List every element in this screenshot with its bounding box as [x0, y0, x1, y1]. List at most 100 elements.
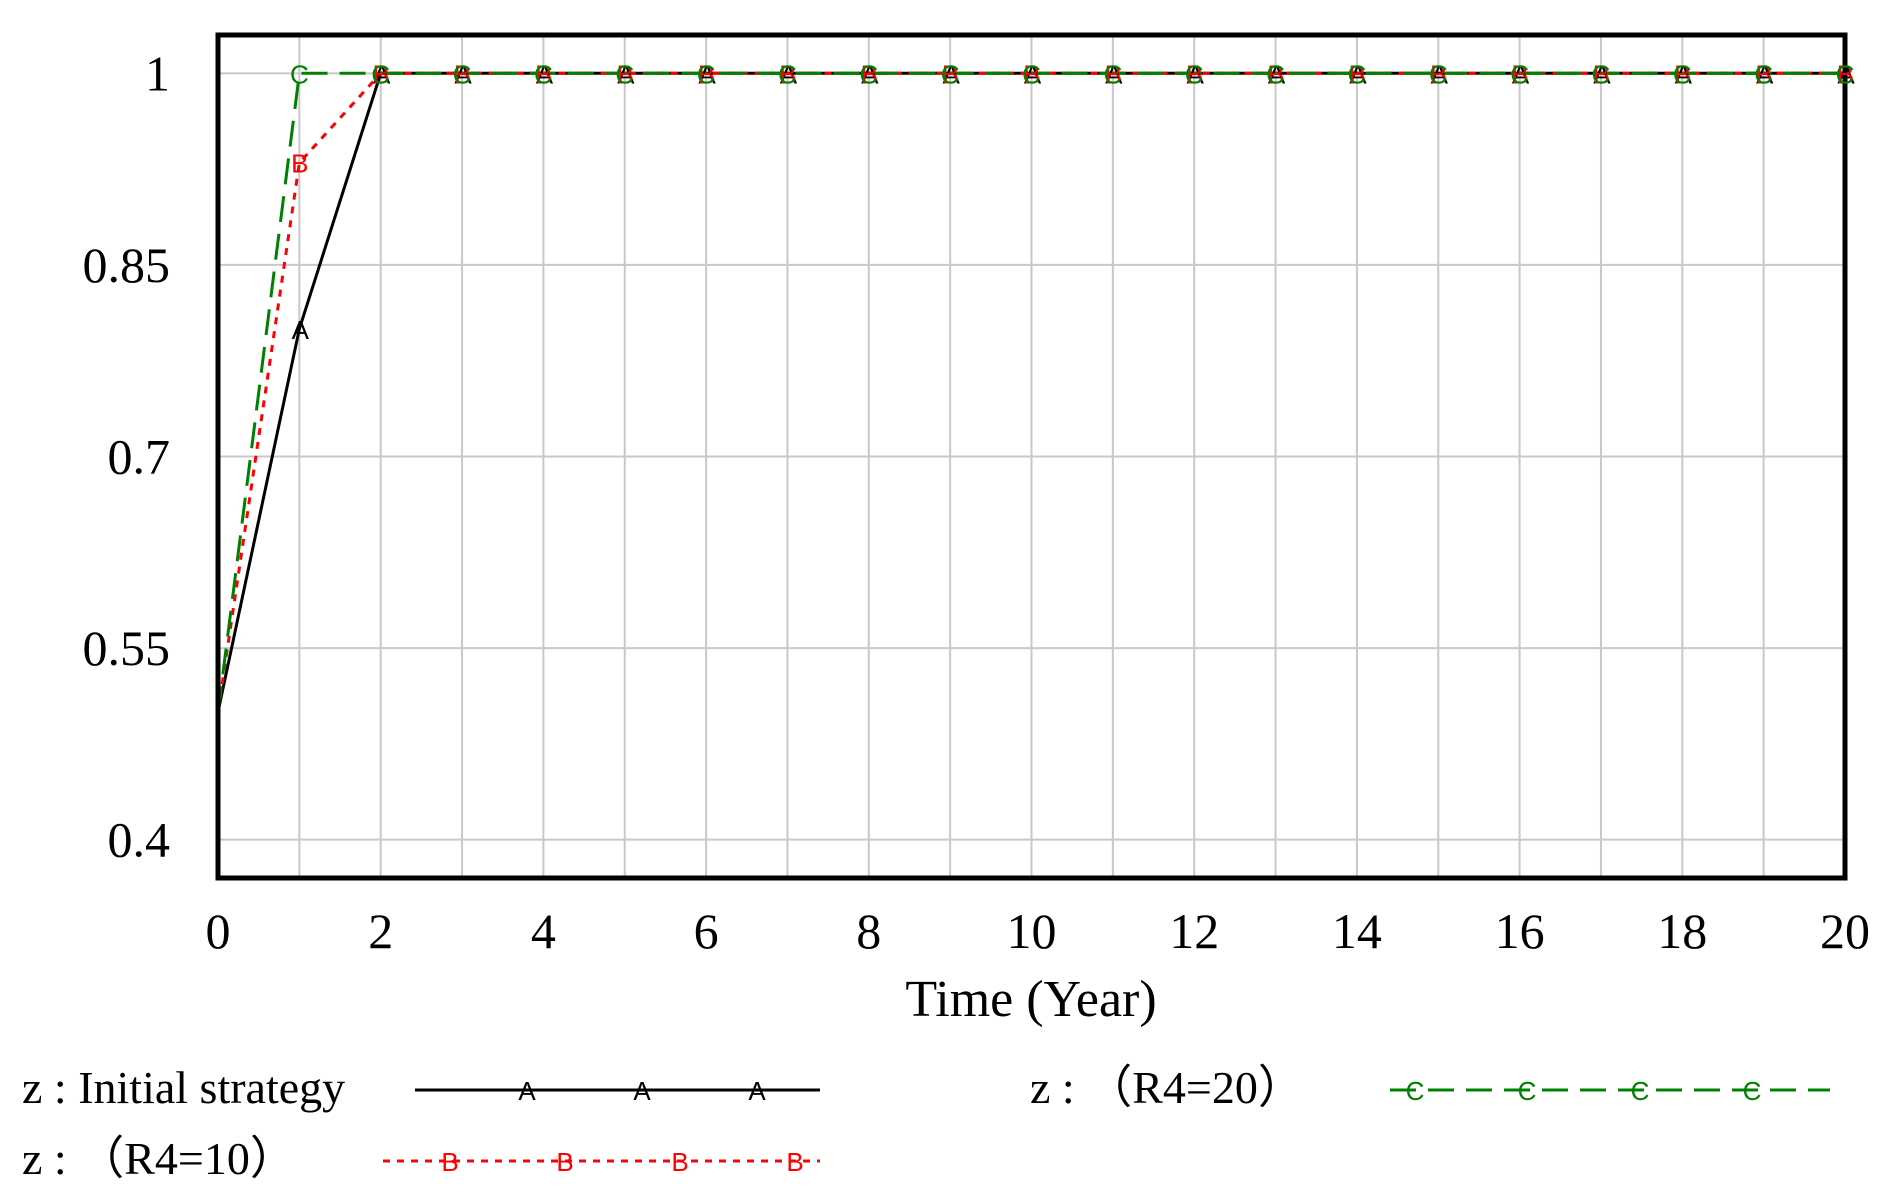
x-tick-label: 20: [1820, 903, 1870, 959]
series-marker-B: B: [1105, 59, 1122, 89]
series-marker-C: C: [534, 59, 553, 89]
series-marker-C: C: [453, 59, 472, 89]
series-marker-A: A: [698, 59, 716, 89]
series-marker-A: A: [1512, 59, 1530, 89]
legend-swatch-marker: B: [441, 1147, 458, 1177]
x-axis-ticks: 0 2 4 6 8 10 12 14 16 18 20: [206, 903, 1871, 959]
y-tick-label: 0.7: [108, 429, 171, 485]
legend-swatch-marker: A: [633, 1076, 651, 1106]
series-marker-B: B: [1349, 59, 1366, 89]
x-tick-label: 12: [1169, 903, 1219, 959]
series-marker-C: C: [859, 59, 878, 89]
series-marker-B: B: [1511, 59, 1528, 89]
series-marker-B: B: [454, 59, 471, 89]
series-marker-A: A: [942, 59, 960, 89]
series-marker-A: A: [861, 59, 879, 89]
x-tick-label: 2: [368, 903, 393, 959]
series-marker-B: B: [1837, 59, 1854, 89]
series-marker-A: A: [1675, 59, 1693, 89]
series-marker-A: A: [454, 59, 472, 89]
series-marker-C: C: [1266, 59, 1285, 89]
series-marker-B: B: [1593, 59, 1610, 89]
legend-swatch-marker: B: [671, 1147, 688, 1177]
series-marker-B: B: [372, 59, 389, 89]
legend-swatch-marker: C: [1406, 1076, 1425, 1106]
series-line-B: [216, 71, 1845, 713]
series-marker-A: A: [536, 59, 554, 89]
legend-swatch-marker: B: [786, 1147, 803, 1177]
series-marker-B: B: [617, 59, 634, 89]
series-marker-C: C: [615, 59, 634, 89]
y-axis-ticks: 0.4 0.55 0.7 0.85 1: [83, 45, 171, 867]
legend-label: z : （R4=20）: [1030, 1062, 1304, 1113]
legend-swatch-marker: C: [1631, 1076, 1650, 1106]
series-marker-A: A: [1105, 59, 1123, 89]
series-marker-B: B: [942, 59, 959, 89]
series-marker-C: C: [1673, 59, 1692, 89]
series-marker-C: C: [697, 59, 716, 89]
series-marker-B: B: [1755, 59, 1772, 89]
series-marker-A: A: [617, 59, 635, 89]
x-tick-label: 6: [694, 903, 719, 959]
series-marker-C: C: [1429, 59, 1448, 89]
series-marker-A: A: [1431, 59, 1449, 89]
series-marker-B: B: [1674, 59, 1691, 89]
grid: [218, 35, 1845, 878]
series-marker-A: A: [1593, 59, 1611, 89]
series-marker-B: B: [1430, 59, 1447, 89]
legend-swatch-marker: B: [556, 1147, 573, 1177]
plot-frame: [215, 32, 1848, 881]
legend-swatch-marker: A: [518, 1076, 536, 1106]
x-tick-label: 14: [1332, 903, 1382, 959]
series-marker-A: A: [1349, 59, 1367, 89]
series-marker-C: C: [1836, 59, 1855, 89]
series-marker-C: C: [1022, 59, 1041, 89]
series-lines: [216, 71, 1845, 713]
series-marker-A: A: [1024, 59, 1042, 89]
series-marker-B: B: [1186, 59, 1203, 89]
y-tick-label: 0.85: [83, 237, 171, 293]
series-marker-A: A: [780, 59, 798, 89]
x-tick-label: 4: [531, 903, 556, 959]
y-tick-label: 0.55: [83, 620, 171, 676]
series-marker-B: B: [698, 59, 715, 89]
series-marker-B: B: [861, 59, 878, 89]
y-tick-label: 0.4: [108, 812, 171, 868]
series-marker-C: C: [1348, 59, 1367, 89]
legend: z : Initial strategy A A Az : （R4=10） B B B Bz …: [22, 1062, 1830, 1184]
series-marker-B: B: [1267, 59, 1284, 89]
legend-label: z : Initial strategy: [22, 1062, 345, 1113]
y-tick-label: 1: [145, 45, 170, 101]
x-tick-label: 10: [1007, 903, 1057, 959]
series-marker-B: B: [779, 59, 796, 89]
series-marker-C: C: [290, 59, 309, 89]
series-marker-C: C: [1754, 59, 1773, 89]
x-tick-label: 16: [1495, 903, 1545, 959]
series-marker-C: C: [941, 59, 960, 89]
x-tick-label: 18: [1657, 903, 1707, 959]
series-markers: AA A A A A A A A A A A A A A A A A A ABB B B B B B B B B B B B B B B B B B B…: [290, 59, 1855, 344]
series-marker-C: C: [1510, 59, 1529, 89]
series-marker-C: C: [778, 59, 797, 89]
series-marker-A: A: [1187, 59, 1205, 89]
legend-label: z : （R4=10）: [22, 1133, 296, 1184]
series-marker-C: C: [1592, 59, 1611, 89]
series-marker-A: A: [292, 315, 310, 345]
series-marker-C: C: [1185, 59, 1204, 89]
series-marker-A: A: [1756, 59, 1774, 89]
series-marker-C: C: [371, 59, 390, 89]
x-axis-label: Time (Year): [905, 971, 1156, 1028]
series-marker-A: A: [1268, 59, 1286, 89]
series-marker-B: B: [291, 149, 308, 179]
series-marker-B: B: [1023, 59, 1040, 89]
legend-swatch-marker: C: [1743, 1076, 1762, 1106]
x-tick-label: 8: [856, 903, 881, 959]
series-line-C: [216, 71, 1845, 713]
series-marker-B: B: [535, 59, 552, 89]
series-marker-A: A: [373, 59, 391, 89]
x-tick-label: 0: [206, 903, 231, 959]
series-marker-A: A: [1837, 59, 1855, 89]
legend-swatch-marker: C: [1518, 1076, 1537, 1106]
series-marker-C: C: [1103, 59, 1122, 89]
